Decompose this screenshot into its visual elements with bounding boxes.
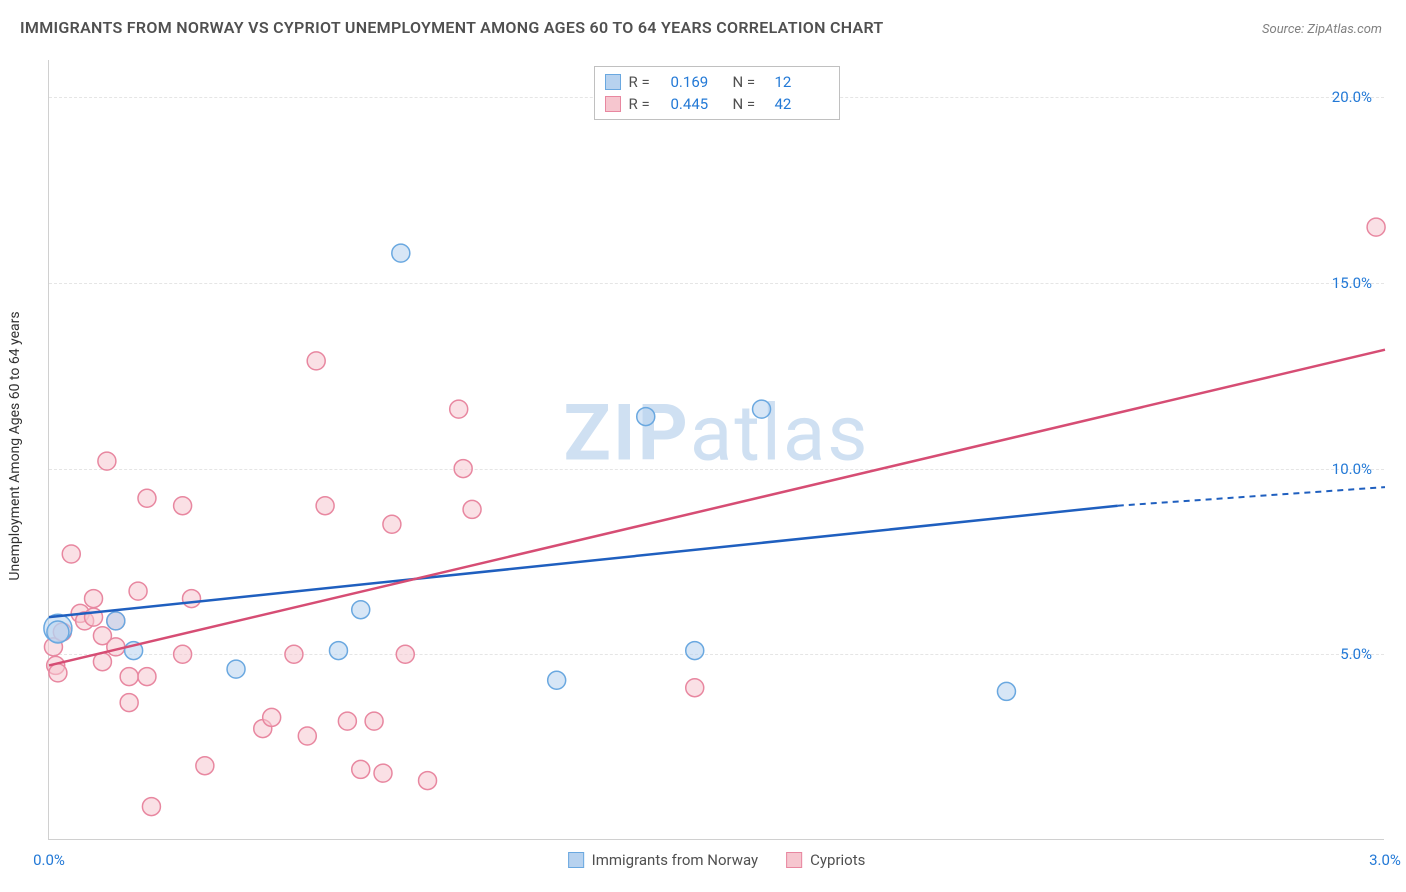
plot-area: ZIPatlas 5.0%10.0%15.0%20.0% R = 0.169 N… xyxy=(48,60,1384,840)
data-point-cypriots xyxy=(1367,218,1385,236)
legend-correlation-box: R = 0.169 N = 12 R = 0.445 N = 42 xyxy=(594,66,840,120)
data-point-cypriots xyxy=(374,764,392,782)
r-label: R = xyxy=(629,73,663,91)
data-point-cypriots xyxy=(183,590,201,608)
y-axis-label: Unemployment Among Ages 60 to 64 years xyxy=(7,311,23,580)
data-point-cypriots xyxy=(85,590,103,608)
r-label: R = xyxy=(629,95,663,113)
data-point-norway xyxy=(329,642,347,660)
data-point-cypriots xyxy=(120,694,138,712)
swatch-cypriots-bottom xyxy=(786,852,802,868)
legend-series: Immigrants from Norway Cypriots xyxy=(568,851,866,869)
data-point-cypriots xyxy=(298,727,316,745)
legend-item-cypriots: Cypriots xyxy=(786,851,865,869)
data-point-cypriots xyxy=(129,582,147,600)
x-tick-label: 3.0% xyxy=(1369,851,1401,869)
legend-item-norway: Immigrants from Norway xyxy=(568,851,759,869)
trend-line-dashed-norway xyxy=(1118,487,1385,506)
data-point-cypriots xyxy=(174,645,192,663)
data-point-cypriots xyxy=(120,668,138,686)
data-point-cypriots xyxy=(174,497,192,515)
data-point-cypriots xyxy=(307,352,325,370)
legend-label-norway: Immigrants from Norway xyxy=(592,851,759,869)
n-value-cypriots: 42 xyxy=(775,95,829,113)
data-point-norway xyxy=(637,408,655,426)
n-value-norway: 12 xyxy=(775,73,829,91)
swatch-norway-bottom xyxy=(568,852,584,868)
data-point-cypriots xyxy=(352,760,370,778)
r-value-norway: 0.169 xyxy=(671,73,725,91)
trend-line-norway xyxy=(49,506,1118,617)
data-point-cypriots xyxy=(463,500,481,518)
r-value-cypriots: 0.445 xyxy=(671,95,725,113)
trend-line-cypriots xyxy=(49,350,1385,666)
chart-title: IMMIGRANTS FROM NORWAY VS CYPRIOT UNEMPL… xyxy=(20,18,884,37)
swatch-norway xyxy=(605,74,621,90)
data-point-cypriots xyxy=(316,497,334,515)
data-point-cypriots xyxy=(196,757,214,775)
legend-row-norway: R = 0.169 N = 12 xyxy=(605,71,829,93)
chart-svg xyxy=(49,60,1384,839)
data-point-cypriots xyxy=(450,400,468,418)
data-point-cypriots xyxy=(383,515,401,533)
points-layer xyxy=(44,218,1385,815)
data-point-cypriots xyxy=(142,798,160,816)
data-point-norway xyxy=(47,621,69,643)
data-point-cypriots xyxy=(686,679,704,697)
data-point-norway xyxy=(352,601,370,619)
data-point-cypriots xyxy=(285,645,303,663)
legend-row-cypriots: R = 0.445 N = 42 xyxy=(605,93,829,115)
data-point-cypriots xyxy=(263,708,281,726)
data-point-norway xyxy=(686,642,704,660)
data-point-norway xyxy=(997,682,1015,700)
data-point-norway xyxy=(227,660,245,678)
data-point-cypriots xyxy=(138,668,156,686)
data-point-norway xyxy=(107,612,125,630)
data-point-cypriots xyxy=(338,712,356,730)
data-point-cypriots xyxy=(107,638,125,656)
data-point-norway xyxy=(392,244,410,262)
data-point-cypriots xyxy=(454,460,472,478)
trend-layer xyxy=(49,350,1385,666)
n-label: N = xyxy=(733,95,767,113)
data-point-norway xyxy=(753,400,771,418)
data-point-cypriots xyxy=(98,452,116,470)
swatch-cypriots xyxy=(605,96,621,112)
data-point-cypriots xyxy=(62,545,80,563)
x-tick-label: 0.0% xyxy=(33,851,65,869)
n-label: N = xyxy=(733,73,767,91)
data-point-norway xyxy=(548,671,566,689)
data-point-cypriots xyxy=(138,489,156,507)
data-point-cypriots xyxy=(365,712,383,730)
data-point-cypriots xyxy=(396,645,414,663)
data-point-cypriots xyxy=(419,772,437,790)
legend-label-cypriots: Cypriots xyxy=(810,851,865,869)
source-credit: Source: ZipAtlas.com xyxy=(1262,22,1382,37)
data-point-cypriots xyxy=(49,664,67,682)
